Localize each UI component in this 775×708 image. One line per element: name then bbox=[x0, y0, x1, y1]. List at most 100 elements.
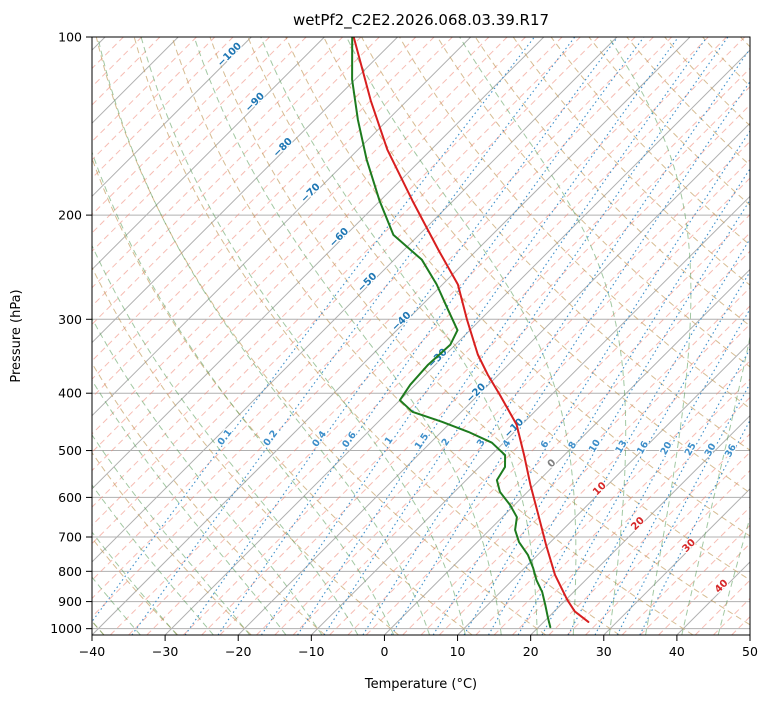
dry-adiabat-line bbox=[626, 37, 750, 166]
mixing-ratio-line bbox=[541, 270, 750, 635]
x-tick-label: 10 bbox=[450, 644, 466, 659]
temperature-profile-line bbox=[352, 37, 590, 623]
isotherm-value-label: 30 bbox=[680, 537, 698, 555]
minor-isotherm-line bbox=[92, 37, 563, 508]
minor-isotherm-line bbox=[146, 37, 746, 635]
minor-isotherm-line bbox=[92, 37, 599, 545]
y-tick-label: 300 bbox=[58, 312, 82, 327]
dry-adiabat-line bbox=[133, 37, 620, 635]
minor-isotherm-line bbox=[92, 37, 581, 527]
minor-isotherm-line bbox=[92, 37, 344, 289]
x-tick-label: −40 bbox=[79, 644, 105, 659]
moist-adiabat-line bbox=[92, 379, 287, 635]
minor-isotherm-line bbox=[493, 378, 750, 635]
moist-adiabat-line bbox=[140, 37, 466, 635]
minor-isotherm-line bbox=[201, 85, 750, 635]
mixing-ratio-value-label: 2 bbox=[440, 437, 453, 449]
y-tick-label: 100 bbox=[58, 30, 82, 45]
moist-adiabat-line bbox=[459, 37, 627, 635]
isotherm-value-label: 40 bbox=[713, 578, 731, 596]
mixing-ratio-value-label: 1.5 bbox=[413, 431, 432, 451]
moist-adiabat-line bbox=[608, 37, 692, 635]
x-tick-label: 30 bbox=[596, 644, 612, 659]
x-axis-label: Temperature (°C) bbox=[364, 677, 477, 692]
y-tick-label: 800 bbox=[58, 564, 82, 579]
mixing-ratio-value-label: 13 bbox=[613, 439, 629, 456]
dry-adiabat-line bbox=[92, 157, 473, 635]
minor-isotherm-line bbox=[92, 37, 216, 161]
isotherm-value-label: 20 bbox=[629, 515, 647, 533]
mixing-ratio-line bbox=[323, 37, 729, 635]
mixing-ratio-value-label: 0.6 bbox=[340, 430, 359, 450]
dry-adiabat-line bbox=[92, 266, 399, 635]
isotherm-line bbox=[92, 37, 252, 198]
minor-isotherm-line bbox=[92, 37, 270, 216]
mixing-ratio-value-label: 16 bbox=[635, 439, 651, 456]
minor-isotherm-line bbox=[585, 469, 750, 635]
dry-adiabat-line bbox=[209, 37, 750, 626]
minor-isotherm-line bbox=[92, 37, 673, 618]
isotherm-value-label: −60 bbox=[328, 226, 352, 250]
moist-adiabat-line bbox=[92, 531, 178, 635]
moist-adiabat-line bbox=[92, 484, 214, 635]
plot-frame bbox=[91, 36, 751, 636]
sounding-profiles-layer bbox=[351, 37, 590, 629]
y-tick-label: 600 bbox=[58, 490, 82, 505]
isotherm-line bbox=[457, 341, 750, 635]
minor-isotherm-line bbox=[292, 177, 750, 635]
dry-adiabat-line bbox=[92, 362, 326, 635]
minor-isotherm-line bbox=[475, 360, 750, 635]
isotherm-line bbox=[603, 488, 750, 635]
minor-isotherm-line bbox=[92, 37, 380, 326]
isotherm-line bbox=[237, 122, 750, 635]
dry-adiabat-line bbox=[323, 37, 750, 494]
minor-isotherm-line bbox=[548, 433, 750, 635]
moist-adiabat-line bbox=[346, 37, 577, 635]
minor-isotherm-line bbox=[92, 37, 234, 179]
minor-isotherm-line bbox=[274, 159, 750, 635]
mixing-ratio-line bbox=[488, 199, 750, 635]
dry-adiabat-line bbox=[399, 37, 750, 409]
mixing-ratio-line bbox=[184, 37, 619, 635]
dry-adiabat-line bbox=[92, 537, 179, 635]
mixing-ratio-line bbox=[260, 37, 679, 635]
mixing-ratio-value-label: 0.1 bbox=[216, 427, 235, 447]
mixing-ratio-line bbox=[362, 47, 750, 635]
x-tick-label: 0 bbox=[380, 644, 388, 659]
isotherm-value-label: −100 bbox=[216, 41, 244, 69]
minor-isotherm-line bbox=[566, 451, 750, 635]
minor-isotherm-line bbox=[92, 37, 508, 453]
dry-adiabat-line bbox=[436, 37, 750, 368]
y-tick-label: 900 bbox=[58, 594, 82, 609]
minor-isotherm-line bbox=[219, 104, 750, 635]
dry-adiabat-line bbox=[95, 37, 547, 635]
isotherm-value-label: 10 bbox=[591, 480, 609, 498]
isotherm-value-label: −70 bbox=[299, 182, 323, 206]
moist-adiabat-line bbox=[681, 334, 750, 635]
isotherm-line bbox=[92, 37, 325, 271]
isotherm-line bbox=[92, 37, 179, 124]
x-tick-label: 40 bbox=[669, 644, 685, 659]
minor-isotherm-line bbox=[92, 37, 490, 435]
y-axis-label: Pressure (hPa) bbox=[9, 289, 24, 382]
x-tick-label: −20 bbox=[225, 644, 251, 659]
minor-isotherm-line bbox=[92, 37, 654, 600]
moist-adiabat-line bbox=[92, 434, 251, 635]
moist-adiabat-line bbox=[92, 244, 359, 635]
x-tick-label: −10 bbox=[298, 644, 324, 659]
minor-isotherm-line bbox=[713, 597, 750, 635]
isotherm-value-label: −90 bbox=[243, 91, 267, 115]
y-tick-label: 200 bbox=[58, 208, 82, 223]
moist-adiabat-line bbox=[97, 37, 431, 635]
minor-isotherm-line bbox=[621, 506, 750, 635]
x-tick-label: 50 bbox=[742, 644, 758, 659]
dry-adiabat-line bbox=[285, 37, 750, 537]
isotherm-line bbox=[530, 414, 750, 635]
isotherm-value-label: −30 bbox=[426, 347, 450, 371]
dry-adiabat-line bbox=[740, 37, 750, 48]
minor-isotherm-line bbox=[694, 579, 750, 635]
dewpoint-profile-line bbox=[351, 37, 552, 629]
dry-adiabat-line bbox=[588, 37, 750, 206]
mixing-ratio-value-label: 20 bbox=[659, 440, 675, 457]
